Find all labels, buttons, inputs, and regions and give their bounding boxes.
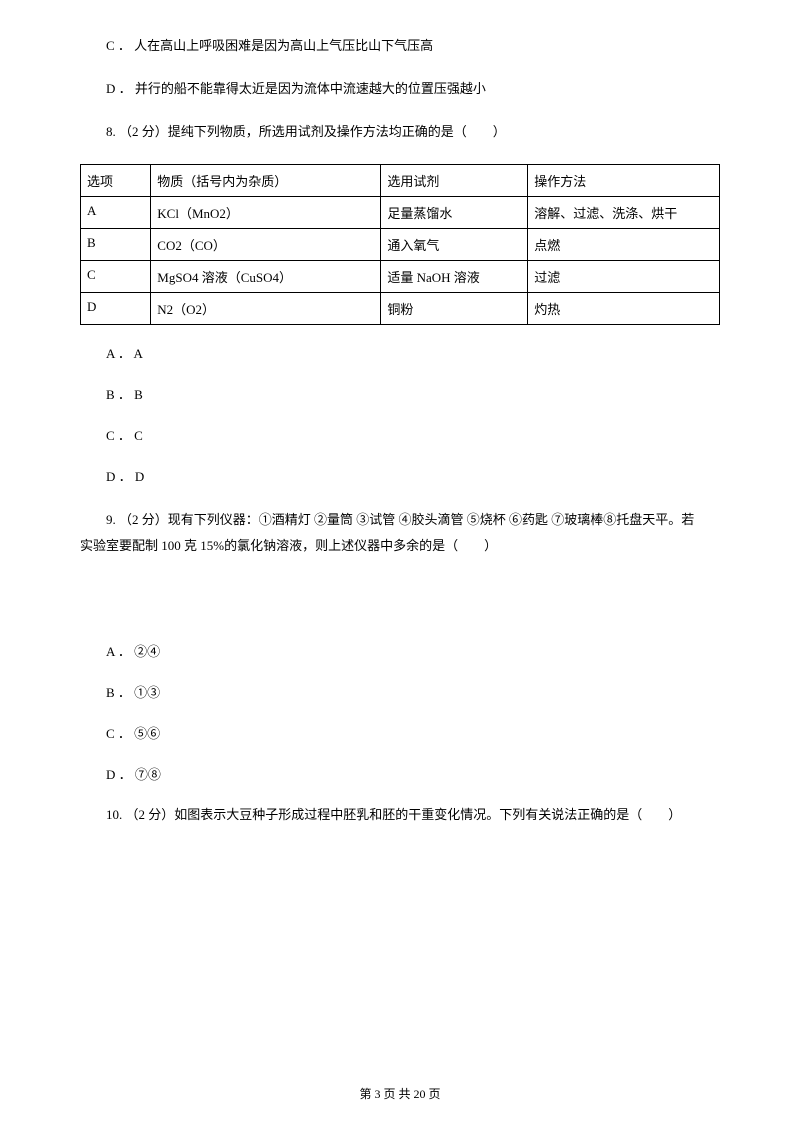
q8-option-c: C ． C <box>80 425 720 444</box>
table-cell: A <box>81 197 151 229</box>
q9-stem-line2: 实验室要配制 100 克 15%的氯化钠溶液，则上述仪器中多余的是（ ） <box>80 533 720 559</box>
table-cell: 过滤 <box>528 261 720 293</box>
table-cell: 铜粉 <box>381 293 528 325</box>
table-cell: 溶解、过滤、洗涤、烘干 <box>528 197 720 229</box>
table-cell: B <box>81 229 151 261</box>
prev-option-d: D ． 并行的船不能靠得太近是因为流体中流速越大的位置压强越小 <box>80 79 720 100</box>
table-row: C MgSO4 溶液（CuSO4） 适量 NaOH 溶液 过滤 <box>81 261 720 293</box>
q8-stem: 8. （2 分）提纯下列物质，所选用试剂及操作方法均正确的是（ ） <box>80 122 720 143</box>
table-cell: 适量 NaOH 溶液 <box>381 261 528 293</box>
table-row: D N2（O2） 铜粉 灼热 <box>81 293 720 325</box>
q9-option-d: D ． ⑦⑧ <box>80 764 720 783</box>
table-cell: MgSO4 溶液（CuSO4） <box>151 261 381 293</box>
table-cell: 点燃 <box>528 229 720 261</box>
q8-option-a: A ． A <box>80 343 720 362</box>
table-header-cell: 操作方法 <box>528 165 720 197</box>
table-cell: KCl（MnO2） <box>151 197 381 229</box>
table-header-cell: 选项 <box>81 165 151 197</box>
prev-option-c: C ． 人在高山上呼吸困难是因为高山上气压比山下气压高 <box>80 36 720 57</box>
table-row: B CO2（CO） 通入氧气 点燃 <box>81 229 720 261</box>
q8-option-d: D ． D <box>80 466 720 485</box>
table-header-row: 选项 物质（括号内为杂质） 选用试剂 操作方法 <box>81 165 720 197</box>
table-cell: D <box>81 293 151 325</box>
table-cell: 足量蒸馏水 <box>381 197 528 229</box>
page-footer: 第 3 页 共 20 页 <box>0 1085 800 1102</box>
q9-option-c: C ． ⑤⑥ <box>80 723 720 742</box>
table-cell: CO2（CO） <box>151 229 381 261</box>
table-header-cell: 物质（括号内为杂质） <box>151 165 381 197</box>
q8-table: 选项 物质（括号内为杂质） 选用试剂 操作方法 A KCl（MnO2） 足量蒸馏… <box>80 164 720 325</box>
q10-stem: 10. （2 分）如图表示大豆种子形成过程中胚乳和胚的干重变化情况。下列有关说法… <box>80 805 720 826</box>
table-cell: N2（O2） <box>151 293 381 325</box>
q9-option-b: B ． ①③ <box>80 682 720 701</box>
table-cell: 灼热 <box>528 293 720 325</box>
q8-option-b: B ． B <box>80 384 720 403</box>
table-cell: 通入氧气 <box>381 229 528 261</box>
table-header-cell: 选用试剂 <box>381 165 528 197</box>
q9-stem: 9. （2 分）现有下列仪器：①酒精灯 ②量筒 ③试管 ④胶头滴管 ⑤烧杯 ⑥药… <box>80 507 720 559</box>
blank-spacer <box>80 581 720 641</box>
table-cell: C <box>81 261 151 293</box>
q9-stem-line1: 9. （2 分）现有下列仪器：①酒精灯 ②量筒 ③试管 ④胶头滴管 ⑤烧杯 ⑥药… <box>80 507 720 533</box>
table-row: A KCl（MnO2） 足量蒸馏水 溶解、过滤、洗涤、烘干 <box>81 197 720 229</box>
q9-option-a: A ． ②④ <box>80 641 720 660</box>
